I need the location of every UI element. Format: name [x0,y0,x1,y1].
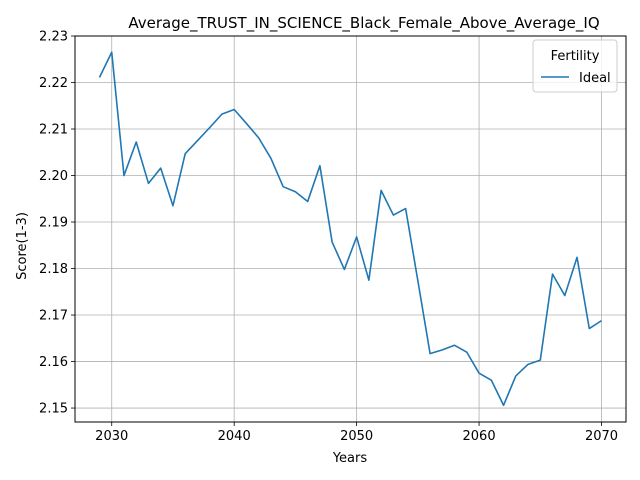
x-axis-label: Years [332,451,368,466]
x-tick-label: 2040 [218,429,251,444]
series-layer [98,51,602,407]
plot-frame [74,35,627,423]
series-line-ideal [98,51,602,407]
y-tick-label: 2.18 [39,262,68,277]
x-axis: 2030 2040 2050 2060 2070 [95,422,618,444]
legend-title: Fertility [551,49,600,64]
y-axis: 2.15 2.16 2.17 2.18 2.19 2.20 2.21 2.22 2.23 [39,30,75,417]
y-tick-label: 2.15 [39,402,68,417]
x-tick-label: 2030 [95,429,128,444]
y-tick-label: 2.21 [39,123,68,138]
y-axis-label: Score(1-3) [15,212,30,280]
y-tick-label: 2.17 [39,309,68,324]
legend-frame [532,39,618,93]
legend-label-ideal: Ideal [579,71,611,86]
y-tick-label: 2.19 [39,216,68,231]
y-tick-label: 2.23 [39,30,68,45]
y-tick-label: 2.16 [39,355,68,370]
plot-area [75,36,626,422]
chart-title: Average_TRUST_IN_SCIENCE_Black_Female_Ab… [128,14,599,33]
x-tick-label: 2070 [585,429,618,444]
x-tick-label: 2060 [463,429,496,444]
x-tick-label: 2050 [340,429,373,444]
legend: Fertility Ideal [532,39,618,93]
y-tick-label: 2.20 [39,169,68,184]
y-tick-label: 2.22 [39,76,68,91]
